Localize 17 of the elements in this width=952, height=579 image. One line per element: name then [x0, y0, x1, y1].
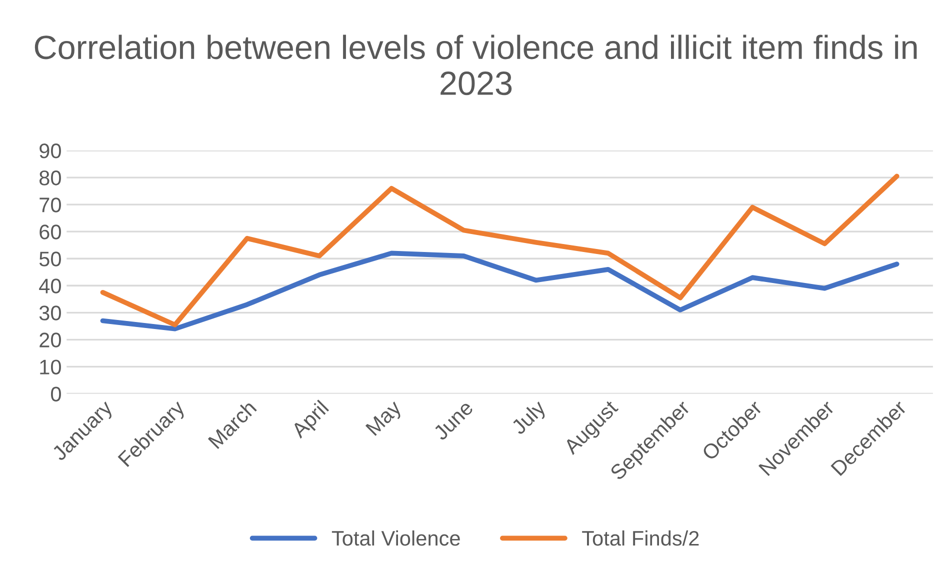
y-tick-label: 40 — [39, 278, 61, 294]
y-tick-label: 60 — [40, 224, 61, 240]
legend-label: Total Violence — [332, 530, 460, 546]
y-tick-label: 50 — [39, 252, 61, 266]
y-tick-label: 90 — [40, 144, 61, 158]
y-tick-label: 20 — [40, 332, 61, 348]
y-tick-label: 10 — [40, 360, 61, 374]
y-tick-label: 30 — [39, 306, 61, 320]
chart-title: Correlation between levels of violence and illicit item finds in 2023 — [34, 34, 917, 96]
line-series — [100, 250, 900, 332]
line-series — [100, 174, 900, 328]
y-tick-label: 80 — [40, 170, 61, 186]
y-tick-label: 0 — [51, 386, 61, 402]
y-tick-label: 70 — [40, 198, 61, 212]
x-tick-label: May — [365, 399, 406, 439]
x-tick-label: July — [510, 398, 550, 438]
legend-label: Total Finds/2 — [582, 530, 699, 546]
